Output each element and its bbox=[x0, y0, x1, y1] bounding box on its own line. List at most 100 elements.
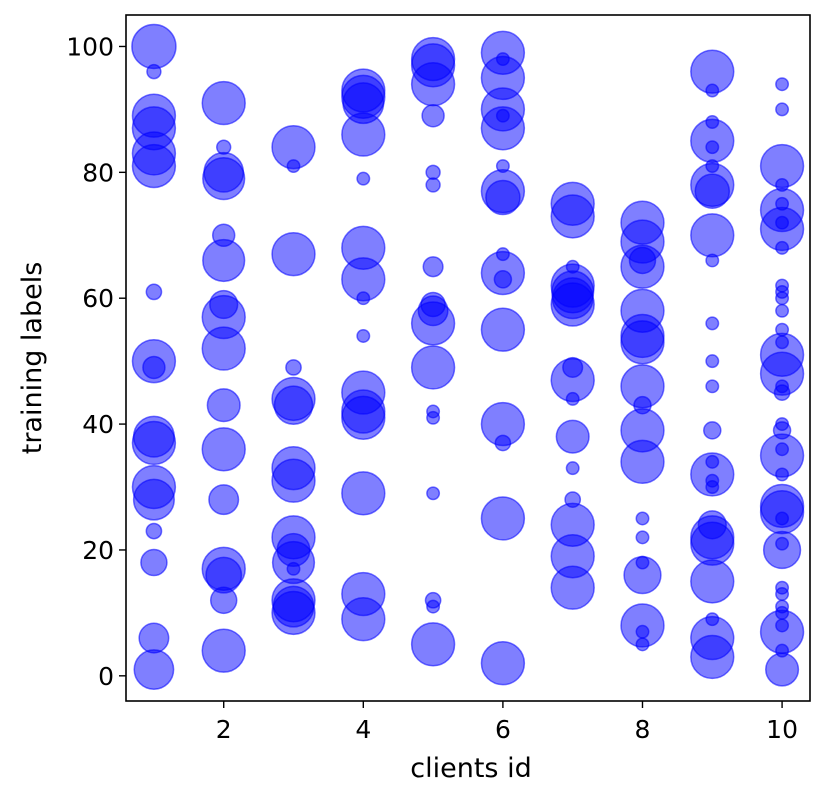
data-point bbox=[286, 561, 301, 576]
data-point bbox=[425, 164, 441, 181]
data-point bbox=[426, 486, 441, 501]
data-point bbox=[201, 80, 246, 126]
y-tick-label: 60 bbox=[82, 284, 114, 313]
data-point bbox=[550, 282, 595, 327]
data-point bbox=[555, 419, 590, 454]
x-tick-label: 2 bbox=[216, 715, 232, 744]
x-tick-label: 10 bbox=[766, 715, 798, 744]
data-point bbox=[775, 303, 790, 318]
data-point bbox=[705, 253, 720, 268]
data-point bbox=[494, 434, 512, 452]
x-tick-label: 8 bbox=[635, 715, 651, 744]
data-point bbox=[694, 173, 731, 210]
y-axis: 0 20 40 60 80 100 bbox=[66, 32, 126, 691]
data-point bbox=[341, 596, 386, 642]
y-tick-label: 100 bbox=[66, 32, 114, 61]
data-point bbox=[145, 283, 163, 301]
data-point bbox=[775, 511, 790, 526]
data-point bbox=[202, 157, 246, 201]
data-point bbox=[131, 23, 177, 70]
data-point bbox=[703, 421, 722, 440]
data-point bbox=[271, 458, 316, 503]
data-point bbox=[426, 599, 441, 614]
data-point bbox=[480, 307, 526, 352]
data-point bbox=[201, 326, 246, 371]
data-point bbox=[341, 471, 386, 516]
data-point bbox=[775, 77, 790, 92]
data-point bbox=[550, 565, 595, 610]
plot-frame bbox=[125, 14, 811, 702]
data-point bbox=[493, 270, 513, 289]
data-point bbox=[271, 231, 316, 277]
data-point bbox=[410, 622, 456, 667]
data-point bbox=[410, 62, 456, 107]
data-point bbox=[356, 171, 371, 186]
data-point bbox=[480, 106, 526, 151]
data-point bbox=[131, 420, 177, 466]
data-point bbox=[142, 355, 166, 380]
data-point bbox=[705, 480, 720, 494]
data-point bbox=[341, 112, 386, 157]
data-point bbox=[485, 179, 521, 216]
data-point bbox=[133, 649, 175, 690]
data-point bbox=[705, 379, 720, 394]
data-point bbox=[341, 395, 386, 440]
data-point bbox=[422, 256, 444, 278]
data-point bbox=[775, 240, 790, 255]
y-tick-label: 20 bbox=[82, 536, 114, 565]
data-point bbox=[635, 624, 650, 639]
data-point bbox=[705, 83, 720, 98]
data-point bbox=[635, 637, 650, 652]
data-point bbox=[565, 391, 580, 406]
data-point bbox=[206, 388, 241, 423]
data-point bbox=[209, 586, 238, 615]
data-point bbox=[635, 511, 650, 526]
x-tick-label: 6 bbox=[495, 715, 511, 744]
data-point bbox=[765, 652, 800, 687]
data-point bbox=[273, 385, 314, 426]
y-tick-label: 0 bbox=[98, 662, 114, 691]
data-point bbox=[620, 244, 665, 289]
data-point bbox=[690, 213, 735, 258]
data-point bbox=[356, 328, 371, 343]
data-point bbox=[775, 467, 790, 482]
data-point bbox=[480, 496, 526, 541]
data-point bbox=[635, 530, 650, 545]
data-point bbox=[208, 484, 240, 516]
data-point bbox=[762, 530, 802, 570]
data-point bbox=[421, 103, 445, 128]
y-tick-label: 40 bbox=[82, 410, 114, 439]
data-point bbox=[425, 177, 441, 193]
data-point bbox=[201, 628, 246, 673]
data-point bbox=[410, 301, 456, 346]
data-point bbox=[131, 143, 177, 189]
data-point bbox=[705, 354, 720, 369]
data-point bbox=[773, 384, 791, 401]
x-axis: 2 4 6 8 10 bbox=[216, 701, 798, 744]
data-point bbox=[620, 320, 665, 365]
data-point bbox=[356, 291, 371, 306]
x-tick-label: 4 bbox=[355, 715, 371, 744]
points-layer bbox=[131, 23, 805, 690]
data-point bbox=[550, 194, 595, 239]
data-point bbox=[565, 461, 580, 476]
data-point bbox=[285, 359, 302, 376]
data-point bbox=[705, 316, 720, 331]
data-point bbox=[620, 439, 665, 485]
data-point bbox=[480, 641, 526, 686]
y-axis-label: training labels bbox=[17, 262, 48, 455]
data-point bbox=[705, 140, 720, 155]
data-point bbox=[690, 559, 735, 604]
data-point bbox=[201, 427, 246, 472]
data-point bbox=[271, 590, 316, 636]
data-point bbox=[286, 159, 301, 174]
data-point bbox=[138, 622, 170, 654]
data-point bbox=[132, 478, 175, 521]
data-point bbox=[623, 555, 662, 595]
data-point bbox=[146, 63, 162, 80]
data-point bbox=[775, 102, 790, 117]
data-point bbox=[145, 522, 163, 540]
data-point bbox=[140, 548, 168, 577]
data-point bbox=[426, 410, 441, 425]
data-point bbox=[775, 587, 790, 601]
